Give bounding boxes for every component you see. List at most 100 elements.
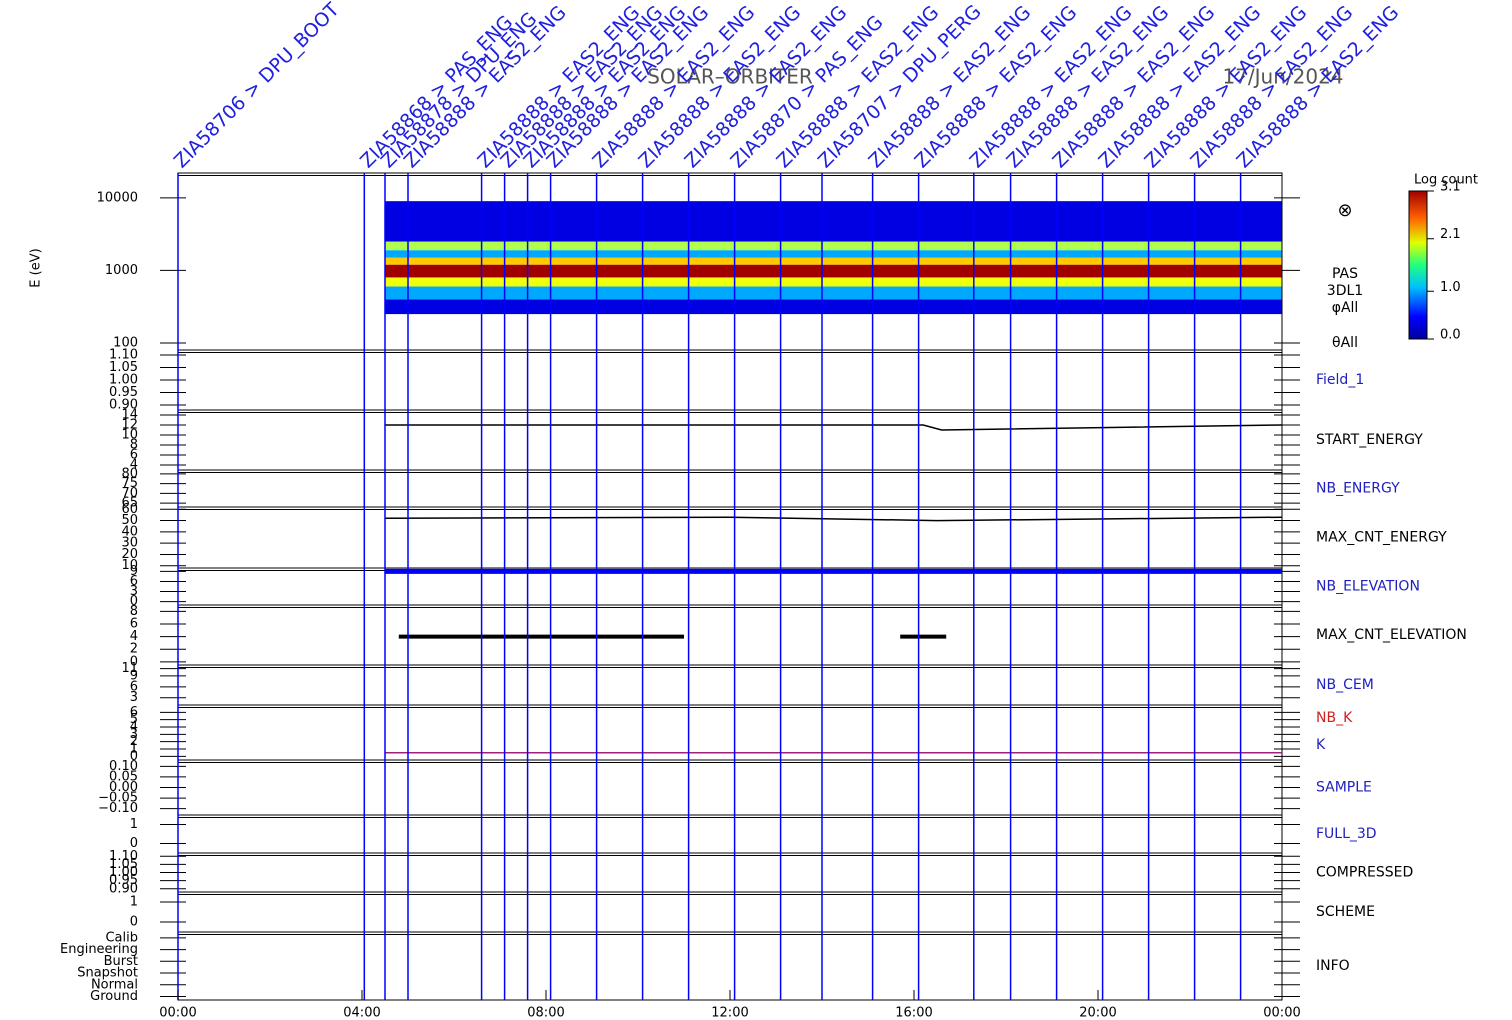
panel-label: COMPRESSED [1316, 865, 1413, 881]
y-tick-label: 6 [130, 574, 138, 589]
colorbar-tick-label: 2.1 [1440, 227, 1461, 242]
y-tick-label: 2 [130, 642, 138, 657]
y-tick-label: 9 [130, 564, 138, 579]
spectrogram-cell [385, 286, 1282, 300]
y-tick-label: 100 [113, 335, 138, 350]
panel-label: MAX_CNT_ENERGY [1316, 530, 1447, 546]
y-tick-label: 6 [130, 448, 138, 463]
x-tick-label: 04:00 [343, 1006, 380, 1020]
x-tick-label: 12:00 [711, 1006, 748, 1020]
y-tick-label: −0.10 [98, 801, 138, 816]
y-tick-label: 60 [121, 502, 138, 517]
y-tick-label: 1.00 [109, 373, 138, 388]
x-tick-label: 16:00 [895, 1006, 932, 1020]
y-tick-label: 1.10 [109, 348, 138, 363]
direction-icon: ⊗ [1337, 200, 1352, 221]
spectrogram-cell [385, 241, 1282, 251]
y-tick-label: 65 [121, 496, 138, 511]
panel-label: Field_1 [1316, 372, 1364, 388]
y-tick-label: 75 [121, 476, 138, 491]
y-tick-label: 0.95 [109, 385, 138, 400]
y-tick-label: 0.90 [109, 881, 138, 896]
panel-label: NB_K [1316, 710, 1353, 726]
y-tick-label: Calib [105, 930, 138, 945]
colorbar-tick-label: 1.0 [1440, 280, 1461, 295]
y-tick-label: Normal [91, 977, 138, 992]
instrument-label: φAll [1332, 300, 1359, 316]
colorbar-tick-label: 3.1 [1440, 180, 1461, 195]
y-tick-label: 70 [121, 486, 138, 501]
y-tick-label: 0 [130, 594, 138, 609]
y-tick-label: 40 [121, 524, 138, 539]
y-tick-label: 0 [130, 915, 138, 930]
y-tick-label: 3 [130, 690, 138, 705]
panel-label: NB_CEM [1316, 677, 1374, 693]
panel-label: FULL_3D [1316, 826, 1377, 842]
y-tick-label: −0.05 [98, 791, 138, 806]
y-tick-label: 8 [130, 604, 138, 619]
y-tick-label: 0.00 [109, 780, 138, 795]
y-tick-label: Ground [90, 989, 138, 1004]
y-tick-label: 6 [130, 679, 138, 694]
y-tick-label: 3 [130, 584, 138, 599]
spectrogram-cell [385, 257, 1282, 265]
y-tick-label: 4 [130, 458, 138, 473]
y-tick-label: 8 [130, 438, 138, 453]
instrument-label: PAS [1332, 266, 1358, 282]
spectrogram-cell [385, 299, 1282, 315]
panel-label: NB_ENERGY [1316, 481, 1400, 497]
y-tick-label: 1 [130, 817, 138, 832]
chart-title: SOLAR–ORBITER [647, 65, 813, 89]
y-tick-label: 0 [130, 836, 138, 851]
y-tick-label: 5 [130, 712, 138, 727]
panel-label: SCHEME [1316, 904, 1375, 920]
y-tick-label: 6 [130, 616, 138, 631]
x-tick-label: 00:00 [1263, 1006, 1300, 1020]
y-tick-label: 1 [130, 742, 138, 757]
y-tick-label: 0 [130, 749, 138, 764]
panel-label: NB_ELEVATION [1316, 579, 1420, 595]
colorbar [1408, 190, 1428, 340]
y-tick-label: 0.10 [109, 759, 138, 774]
panel-label: START_ENERGY [1316, 432, 1423, 448]
y-tick-label: 10000 [97, 190, 138, 205]
y-tick-label: 14 [121, 408, 138, 423]
y-tick-label: 30 [121, 536, 138, 551]
y-tick-label: 0.90 [109, 398, 138, 413]
colorbar-title: Log count [1414, 173, 1478, 188]
y-tick-label: 1000 [105, 263, 138, 278]
y-tick-label: 4 [130, 629, 138, 644]
y-axis-label: E (eV) [29, 248, 44, 287]
panel-label: K [1316, 737, 1326, 753]
y-tick-label: 2 [130, 734, 138, 749]
x-tick-label: 20:00 [1079, 1006, 1116, 1020]
y-tick-label: 4 [130, 720, 138, 735]
y-tick-label: 9 [130, 668, 138, 683]
y-tick-label: 0.05 [109, 769, 138, 784]
y-tick-label: 11 [121, 661, 138, 676]
panel-label: INFO [1316, 958, 1350, 974]
y-tick-label: 50 [121, 513, 138, 528]
y-tick-label: 1.00 [109, 865, 138, 880]
y-tick-label: Burst [104, 954, 138, 969]
instrument-label: 3DL1 [1327, 283, 1363, 299]
x-tick-label: 08:00 [527, 1006, 564, 1020]
x-tick-label: 00:00 [159, 1006, 196, 1020]
y-tick-label: Snapshot [77, 966, 138, 981]
spectrogram-cell [385, 201, 1282, 242]
y-tick-label: 6 [130, 705, 138, 720]
chart-date: 17/Jun/2024 [1222, 65, 1343, 89]
y-tick-label: 1.05 [109, 857, 138, 872]
y-tick-label: 3 [130, 727, 138, 742]
y-tick-label: 0.95 [109, 873, 138, 888]
y-tick-label: 80 [121, 466, 138, 481]
panel-label: SAMPLE [1316, 780, 1372, 796]
spectrogram-cell [385, 277, 1282, 287]
y-tick-label: Engineering [60, 942, 138, 957]
instrument-label: θAll [1332, 335, 1358, 351]
spectrogram-cell [385, 250, 1282, 258]
y-tick-label: 10 [121, 428, 138, 443]
y-tick-label: 1.10 [109, 849, 138, 864]
y-tick-label: 20 [121, 547, 138, 562]
